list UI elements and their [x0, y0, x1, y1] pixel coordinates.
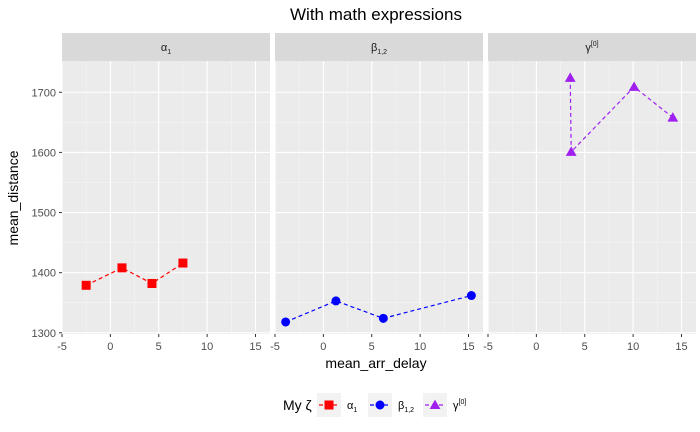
- y-tick-label: 1700: [32, 87, 56, 99]
- x-tick-label: 5: [369, 341, 375, 353]
- legend-label: β1,2: [398, 400, 414, 414]
- legend-title: My ζ: [283, 397, 312, 413]
- x-tick-label: 0: [533, 341, 539, 353]
- x-tick-label: 10: [627, 341, 639, 353]
- y-tick-label: 1400: [32, 268, 56, 280]
- y-tick-label: 1300: [32, 328, 56, 340]
- legend-item: α1: [317, 393, 357, 417]
- data-point: [564, 72, 576, 82]
- data-point: [565, 146, 577, 156]
- x-tick-label: -5: [270, 341, 280, 353]
- y-axis-title: mean_distance: [5, 150, 21, 245]
- x-tick-label: 0: [320, 341, 326, 353]
- legend-item: β1,2: [368, 393, 414, 417]
- x-axis-title: mean_arr_delay: [325, 355, 426, 371]
- x-tick-label: -5: [57, 341, 67, 353]
- series-line: [285, 294, 472, 323]
- facet-strip: [275, 33, 483, 61]
- legend-item: γ[0]: [423, 393, 466, 417]
- x-tick-label: 5: [156, 341, 162, 353]
- x-tick-label: 15: [675, 341, 687, 353]
- legend-label: γ[0]: [453, 399, 466, 412]
- panel-background: [62, 61, 270, 334]
- data-point: [628, 81, 640, 91]
- data-point: [81, 280, 91, 290]
- panel-background: [488, 61, 696, 334]
- facet-strip: [488, 33, 696, 61]
- legend-key-marker: [324, 400, 334, 410]
- data-point: [178, 258, 188, 268]
- facet-panel: γ[0] -5 0 5 10 15: [483, 33, 696, 353]
- legend-key-marker: [429, 399, 441, 410]
- series-line: [569, 77, 674, 154]
- x-tick-label: 15: [249, 341, 261, 353]
- data-point: [281, 317, 291, 327]
- legend-key-marker: [375, 400, 385, 410]
- facet-panels: α1 -5 0 5 10 15 β1,2 -5 0 5 10 15 γ[0] -5 0 5 10 15: [57, 33, 696, 353]
- y-tick-label: 1500: [32, 208, 56, 220]
- facet-panel: β1,2 -5 0 5 10 15: [270, 33, 483, 353]
- legend: My ζ α1 β1,2 γ[0]: [283, 393, 466, 417]
- x-tick-label: 10: [414, 341, 426, 353]
- series-line: [85, 262, 184, 286]
- data-point: [466, 291, 476, 301]
- y-axis: 1300 1400 1500 1600 1700: [32, 87, 62, 340]
- facet-panel: α1 -5 0 5 10 15: [57, 33, 270, 353]
- x-tick-label: 0: [107, 341, 113, 353]
- x-tick-label: 10: [201, 341, 213, 353]
- data-point: [147, 278, 157, 288]
- data-point: [378, 313, 388, 323]
- facet-strip-label: α1: [161, 42, 171, 56]
- x-tick-label: -5: [483, 341, 493, 353]
- facet-strip-label: γ[0]: [585, 41, 598, 54]
- data-point: [331, 296, 341, 306]
- x-tick-label: 5: [582, 341, 588, 353]
- y-tick-label: 1600: [32, 147, 56, 159]
- facet-strip-label: β1,2: [371, 42, 387, 56]
- chart-title: With math expressions: [290, 5, 462, 24]
- data-point: [667, 112, 679, 122]
- facet-strip: [62, 33, 270, 61]
- panel-background: [275, 61, 483, 334]
- x-tick-label: 15: [462, 341, 474, 353]
- legend-label: α1: [347, 400, 357, 414]
- data-point: [117, 263, 127, 273]
